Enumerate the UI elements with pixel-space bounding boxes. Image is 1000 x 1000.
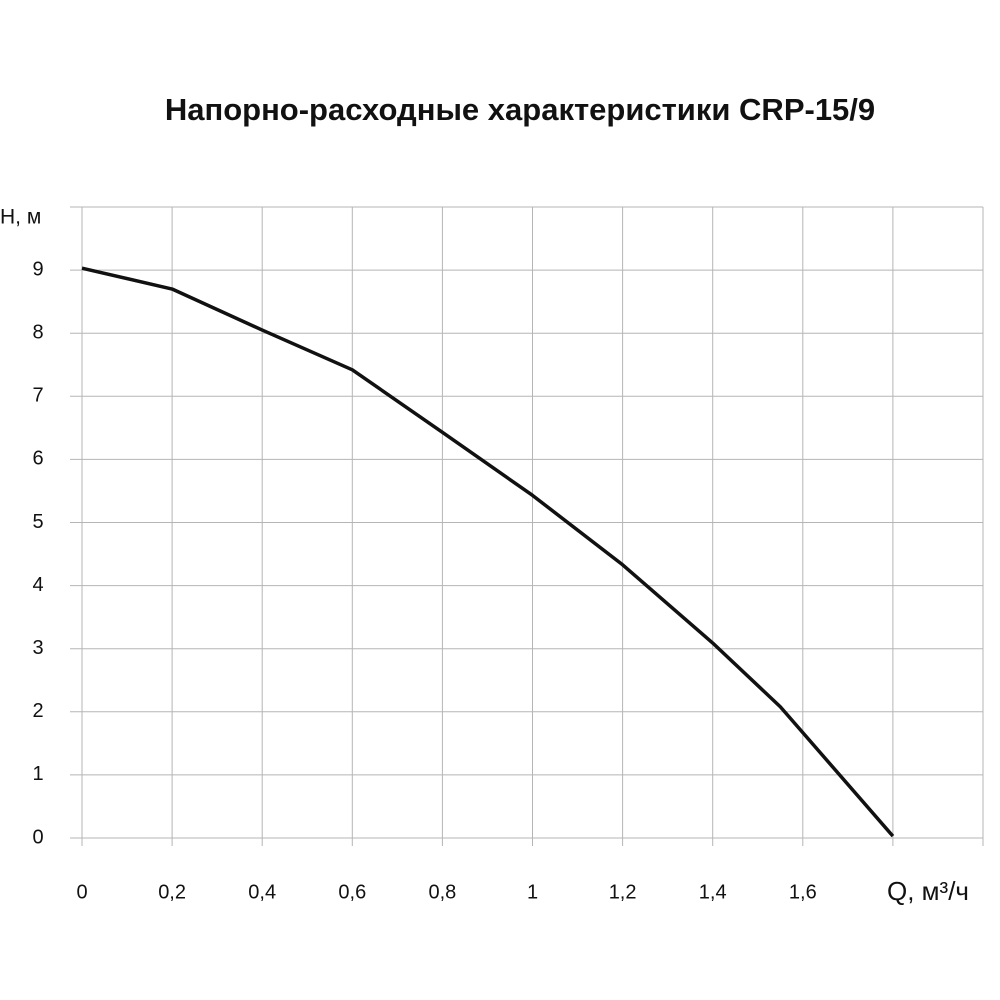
- x-tick-label: 0: [76, 881, 87, 903]
- x-tick-label: 0,2: [158, 881, 186, 903]
- y-tick-label: 7: [32, 385, 43, 407]
- chart-title: Напорно-расходные характеристики CRP-15/…: [165, 92, 875, 127]
- x-tick-label: 1,2: [609, 881, 637, 903]
- y-tick-label: 9: [32, 258, 43, 280]
- x-tick-label: 0,4: [248, 881, 276, 903]
- x-tick-label: 0,6: [338, 881, 366, 903]
- x-tick-label: 1,4: [699, 881, 727, 903]
- y-tick-label: 8: [32, 321, 43, 343]
- curve: [81, 266, 895, 838]
- y-tick-label: 2: [32, 700, 43, 722]
- y-tick-label: 3: [32, 637, 43, 659]
- y-tick-label: 0: [32, 826, 43, 848]
- x-tick-label: 1,6: [789, 881, 817, 903]
- x-axis-label: Q, м³/ч: [887, 876, 969, 906]
- y-tick-label: 4: [32, 574, 43, 596]
- x-tick-label: 1: [527, 881, 538, 903]
- y-tick-label: 5: [32, 511, 43, 533]
- x-tick-label: 0,8: [428, 881, 456, 903]
- y-tick-label: 6: [32, 448, 43, 470]
- y-axis-label: H, м: [0, 206, 41, 229]
- y-tick-label: 1: [32, 763, 43, 785]
